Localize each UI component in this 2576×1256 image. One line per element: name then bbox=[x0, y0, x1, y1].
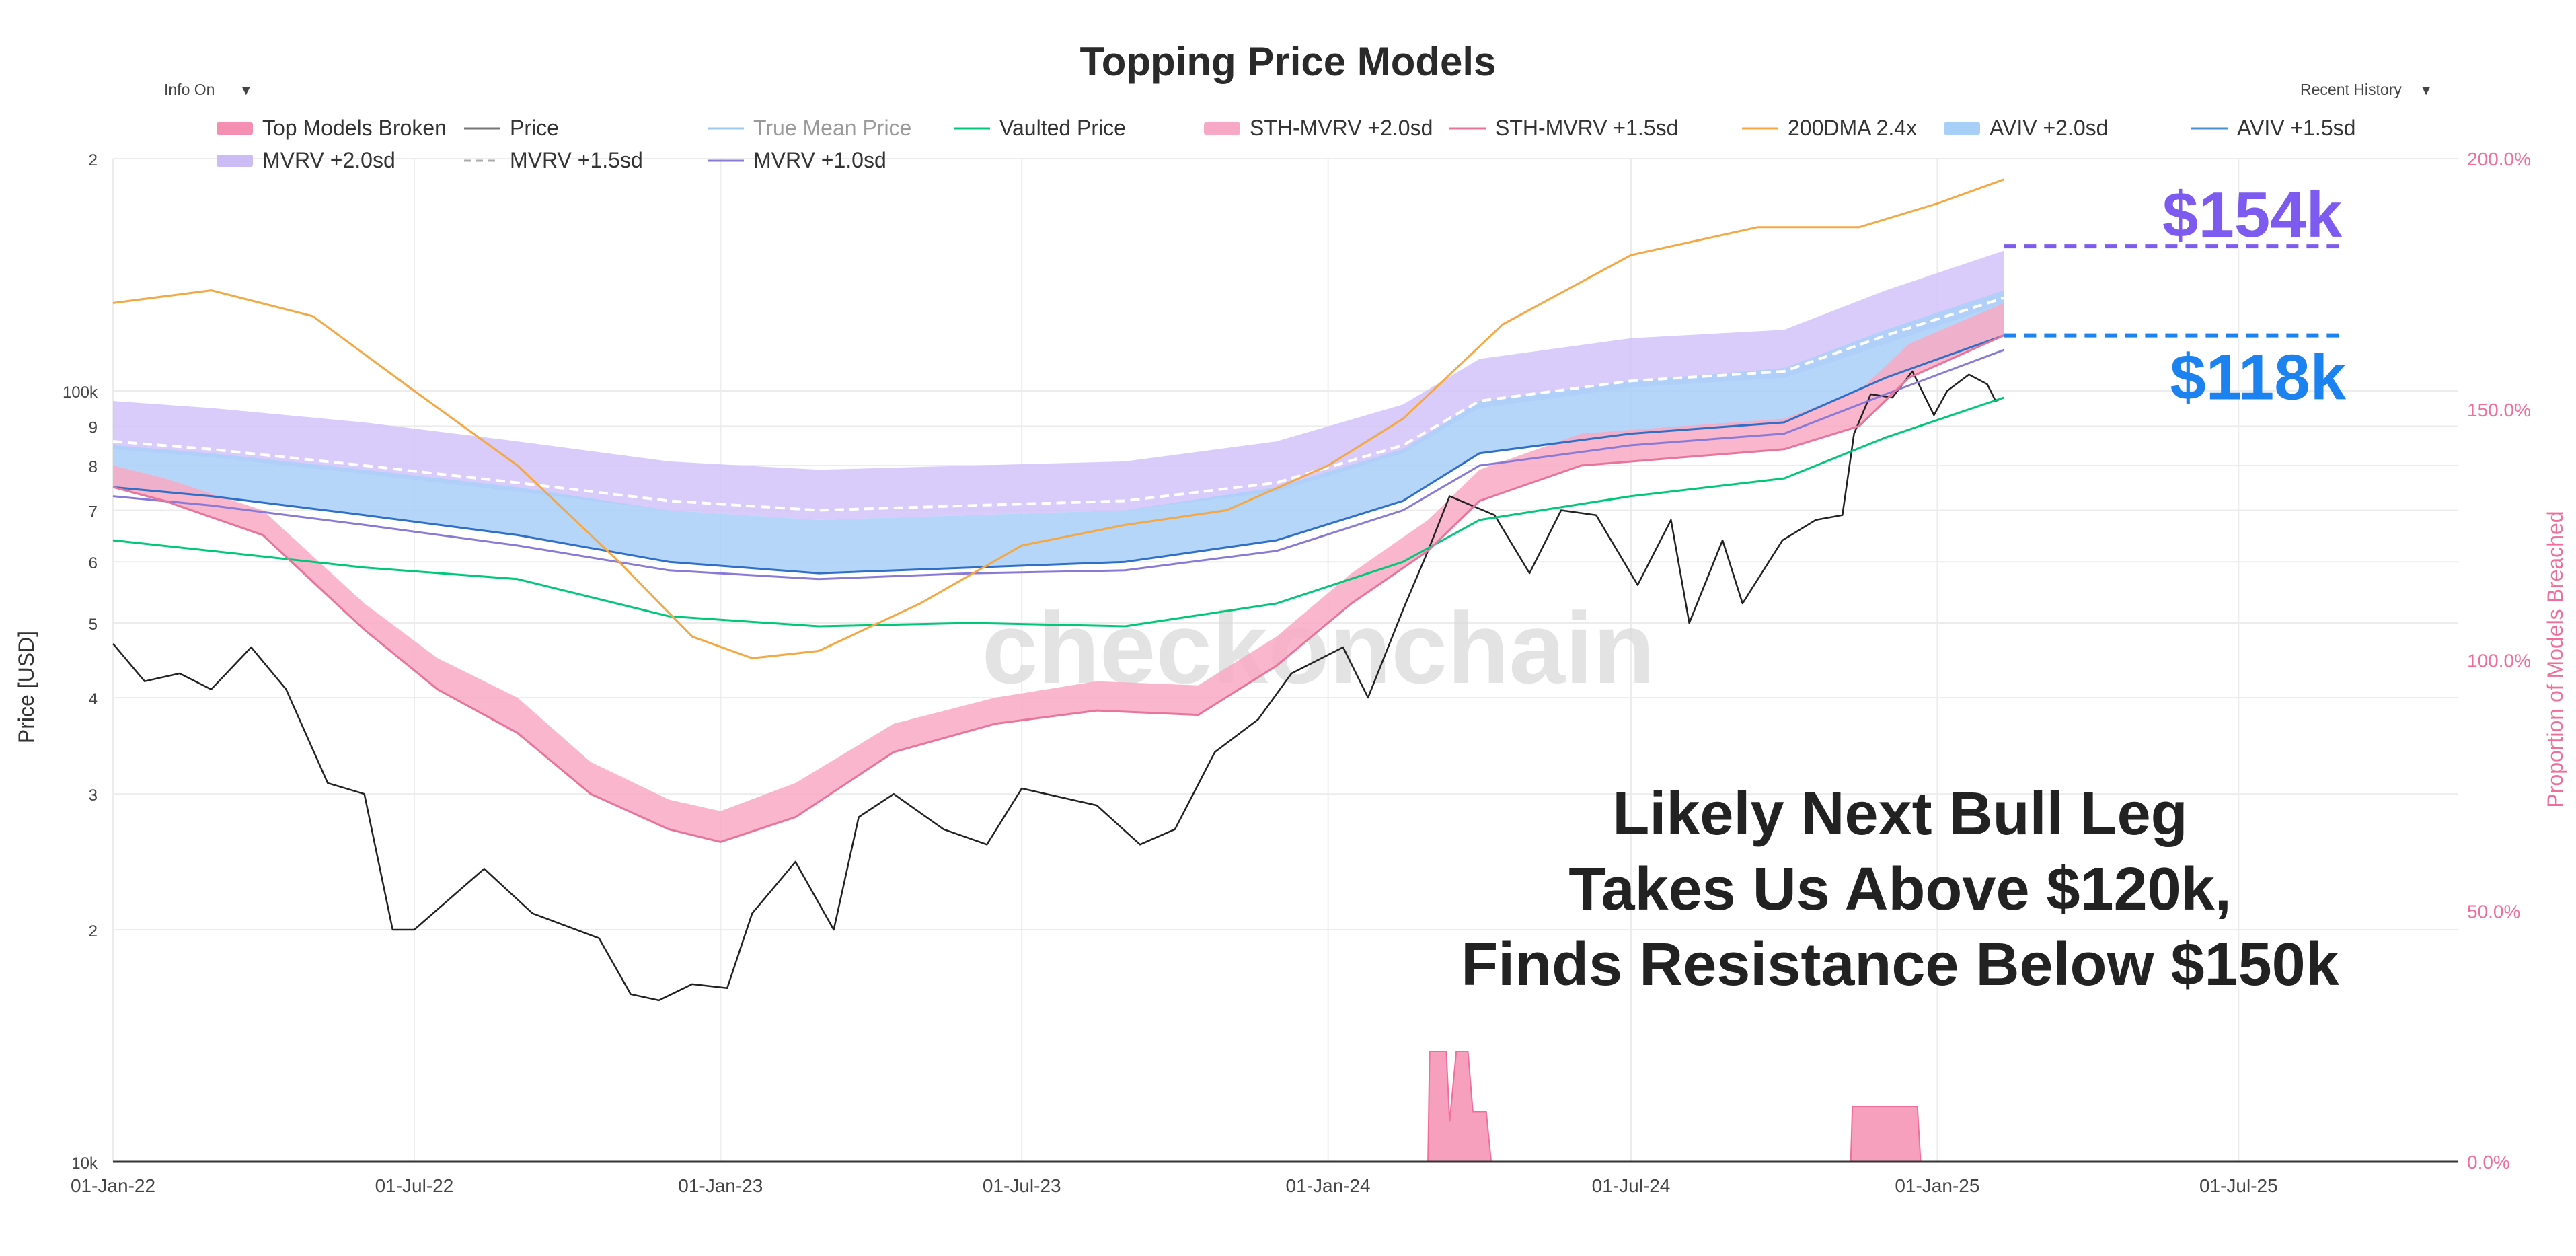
series-mvrv-1-0sd bbox=[112, 348, 2004, 581]
legend-item-aviv-1-5sd[interactable]: AVIV +1.5sd bbox=[2191, 116, 2355, 140]
annotation-154k: $154k bbox=[2162, 179, 2343, 251]
annotation-headline-line: Takes Us Above $120k, bbox=[1568, 856, 2232, 923]
y2-tick-label: 0.0% bbox=[2467, 1152, 2510, 1173]
legend-item-price[interactable]: Price bbox=[464, 116, 559, 140]
range-select-label: Recent History bbox=[2300, 81, 2402, 98]
legend-swatch-band bbox=[217, 155, 253, 167]
x-tick-label: 01-Jan-22 bbox=[71, 1175, 155, 1196]
legend-label: MVRV +1.5sd bbox=[510, 148, 643, 172]
y2-tick-label: 150.0% bbox=[2467, 400, 2531, 420]
y-tick-label: 7 bbox=[89, 503, 98, 521]
legend-label: Vaulted Price bbox=[999, 116, 1126, 140]
y-tick-label: 10k bbox=[71, 1154, 98, 1173]
y-tick-label: 2 bbox=[89, 922, 98, 940]
y-tick-label: 5 bbox=[89, 616, 98, 634]
caret-down-icon: ▼ bbox=[2419, 83, 2433, 98]
legend-item-mvrv-1-5sd[interactable]: MVRV +1.5sd bbox=[464, 148, 643, 172]
y-tick-label: 6 bbox=[89, 554, 98, 572]
range-select-dropdown[interactable]: Recent History ▼ bbox=[2300, 81, 2433, 99]
legend-label: 200DMA 2.4x bbox=[1788, 116, 1917, 140]
x-tick-label: 01-Jul-24 bbox=[1592, 1175, 1671, 1196]
legend[interactable]: Top Models Broken Price True Mean Price Vau… bbox=[217, 116, 2355, 172]
y-axis-title: Price [USD] bbox=[14, 631, 38, 743]
band-aviv-2-0sd bbox=[113, 290, 2004, 574]
y2-tick-label: 50.0% bbox=[2467, 901, 2520, 922]
legend-swatch-band bbox=[1204, 122, 1240, 135]
annotation-118k: $118k bbox=[2170, 342, 2346, 414]
legend-item-mvrv-2-0sd[interactable]: MVRV +2.0sd bbox=[217, 148, 395, 172]
legend-swatch-band bbox=[1944, 122, 1980, 135]
legend-label: Price bbox=[510, 116, 559, 140]
y2-tick-label: 200.0% bbox=[2467, 149, 2531, 170]
series-price bbox=[112, 370, 2004, 1002]
legend-label: MVRV +2.0sd bbox=[262, 148, 395, 172]
series-top-models-broken bbox=[1427, 1051, 1922, 1162]
legend-item-vaulted-price[interactable]: Vaulted Price bbox=[954, 116, 1126, 140]
y-tick-label: 9 bbox=[89, 418, 98, 437]
legend-item-sth-mvrv-1-5sd[interactable]: STH-MVRV +1.5sd bbox=[1449, 116, 1678, 140]
legend-swatch-band bbox=[217, 122, 253, 135]
lines-layer bbox=[112, 178, 2005, 1002]
x-tick-label: 01-Jul-23 bbox=[983, 1175, 1061, 1196]
legend-label: AVIV +2.0sd bbox=[1990, 116, 2108, 140]
legend-item-true-mean-price[interactable]: True Mean Price bbox=[708, 116, 911, 140]
series-200dma-2-4x bbox=[112, 178, 2004, 659]
x-tick-label: 01-Jul-22 bbox=[375, 1175, 454, 1196]
info-toggle-label: Info On bbox=[164, 81, 215, 98]
annotation-headline-line: Finds Resistance Below $150k bbox=[1461, 931, 2340, 998]
series-sth-mvrv-1-5sd bbox=[112, 334, 2005, 843]
y-tick-label: 2 bbox=[89, 151, 98, 170]
legend-label: STH-MVRV +1.5sd bbox=[1495, 116, 1678, 140]
x-tick-label: 01-Jul-25 bbox=[2199, 1175, 2278, 1196]
series-vaulted-price bbox=[112, 396, 2004, 628]
legend-label: True Mean Price bbox=[753, 116, 911, 140]
axes-layer: 01-Jan-22 01-Jul-22 01-Jan-23 01-Jul-23 01-J… bbox=[14, 149, 2567, 1196]
legend-label: Top Models Broken bbox=[262, 116, 447, 140]
legend-item-sth-mvrv-2-0sd[interactable]: STH-MVRV +2.0sd bbox=[1204, 116, 1433, 140]
y-tick-label: 4 bbox=[89, 690, 98, 708]
legend-label: AVIV +1.5sd bbox=[2237, 116, 2355, 140]
x-tick-label: 01-Jan-24 bbox=[1286, 1175, 1371, 1196]
legend-item-aviv-2-0sd[interactable]: AVIV +2.0sd bbox=[1944, 116, 2108, 140]
caret-down-icon: ▼ bbox=[239, 83, 253, 98]
y-tick-label: 8 bbox=[89, 458, 98, 476]
legend-label: STH-MVRV +2.0sd bbox=[1250, 116, 1433, 140]
legend-item-200dma-2-4x[interactable]: 200DMA 2.4x bbox=[1742, 116, 1917, 140]
x-tick-label: 01-Jan-23 bbox=[678, 1175, 763, 1196]
series-mvrv-1-5sd bbox=[112, 296, 2005, 512]
info-toggle-dropdown[interactable]: Info On ▼ bbox=[164, 81, 253, 99]
legend-item-top-models-broken[interactable]: Top Models Broken bbox=[217, 116, 447, 140]
chart-title: Topping Price Models bbox=[1080, 39, 1497, 84]
y2-tick-label: 100.0% bbox=[2467, 651, 2531, 671]
y-tick-label: 3 bbox=[89, 786, 98, 805]
legend-item-mvrv-1-0sd[interactable]: MVRV +1.0sd bbox=[708, 148, 886, 172]
annotations-layer: $154k $118k Likely Next Bull Leg Takes Us A… bbox=[1461, 179, 2346, 998]
x-tick-label: 01-Jan-25 bbox=[1895, 1175, 1979, 1196]
series-aviv-1-5sd bbox=[112, 334, 2004, 575]
annotation-headline-line: Likely Next Bull Leg bbox=[1612, 780, 2187, 848]
breached-layer bbox=[1427, 1051, 1922, 1162]
y2-axis-title: Proportion of Models Breached bbox=[2543, 511, 2567, 807]
bands-layer bbox=[113, 250, 2004, 842]
y-tick-label: 100k bbox=[63, 383, 98, 402]
legend-label: MVRV +1.0sd bbox=[753, 148, 886, 172]
band-mvrv-2-0sd bbox=[113, 250, 2004, 520]
